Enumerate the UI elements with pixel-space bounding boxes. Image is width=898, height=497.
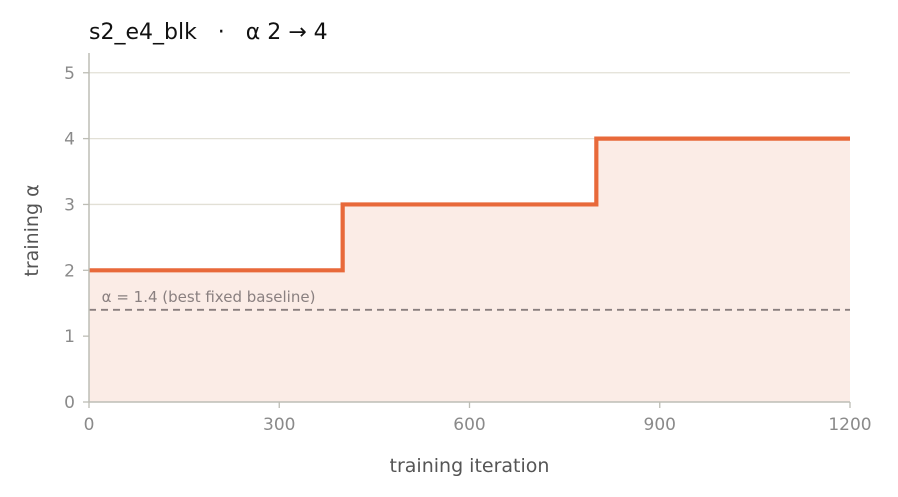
x-tick-label: 600 xyxy=(453,415,485,435)
x-tick-label: 1200 xyxy=(828,415,871,435)
baseline-annotation: α = 1.4 (best fixed baseline) xyxy=(102,288,316,306)
y-tick-label: 1 xyxy=(64,327,75,347)
y-axis-label: training α xyxy=(21,184,43,276)
y-tick-label: 0 xyxy=(64,393,75,413)
y-axis-ticks: 0 1 2 3 4 5 xyxy=(64,64,89,413)
y-tick-label: 4 xyxy=(64,130,75,150)
x-tick-label: 0 xyxy=(84,415,95,435)
x-axis-label: training iteration xyxy=(390,455,550,477)
series-fill-area xyxy=(89,138,850,403)
x-tick-label: 900 xyxy=(644,415,676,435)
x-tick-label: 300 xyxy=(263,415,295,435)
series-step-line xyxy=(89,136,850,273)
y-tick-label: 3 xyxy=(64,195,75,215)
chart-title: s2_e4_blk · α 2 → 4 xyxy=(89,20,328,45)
y-tick-label: 5 xyxy=(64,64,75,84)
y-tick-label: 2 xyxy=(64,261,75,281)
x-axis-ticks: 0 300 600 900 1200 xyxy=(84,402,872,435)
